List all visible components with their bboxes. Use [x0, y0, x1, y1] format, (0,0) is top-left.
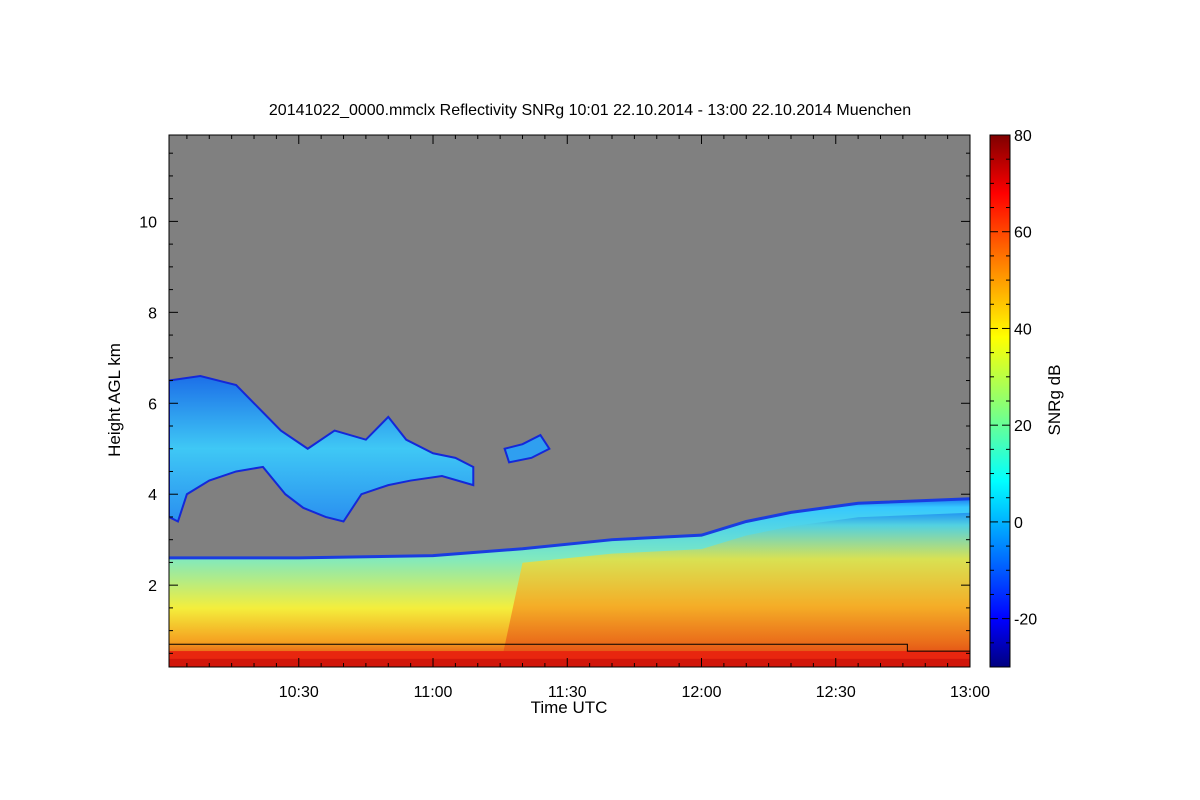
colorbar-tick-label: 60 — [1014, 225, 1032, 242]
cloud-fragment — [503, 433, 551, 464]
heatmap-features — [169, 374, 970, 667]
y-tick-label: 4 — [148, 487, 157, 504]
y-tick-label: 6 — [148, 396, 157, 413]
y-tick-label: 10 — [139, 214, 157, 231]
colorbar-tick-label: 20 — [1014, 418, 1032, 435]
colorbar-axis: -20 0 20 40 60 80 — [990, 128, 1037, 668]
y-tick-label: 8 — [148, 305, 157, 322]
y-axis: 2 4 6 8 10 — [139, 152, 970, 654]
chart-title: 20141022_0000.mmclx Reflectivity SNRg 10… — [269, 102, 911, 119]
x-tick-label: 12:00 — [681, 684, 721, 701]
y-tick-label: 2 — [148, 578, 157, 595]
reference-line — [169, 643, 970, 652]
boundary-layer-strong-echo — [500, 512, 970, 667]
y-axis-label: Height AGL km — [105, 343, 124, 457]
colorbar-tick-label: 80 — [1014, 128, 1032, 145]
boundary-layer-top-edge — [169, 497, 970, 560]
colorbar-tick-label: 0 — [1014, 515, 1023, 532]
x-tick-label: 13:00 — [950, 684, 990, 701]
elevated-cloud-layer — [169, 374, 475, 523]
x-tick-label: 11:30 — [548, 684, 587, 701]
ground-clutter-core — [169, 658, 970, 667]
x-tick-label: 10:30 — [279, 684, 319, 701]
colorbar-label: SNRg dB — [1045, 365, 1064, 436]
plot-frame — [168, 134, 971, 668]
x-tick-label: 12:30 — [816, 684, 856, 701]
x-axis-label: Time UTC — [531, 698, 608, 717]
x-axis: 10:30 11:00 11:30 12:00 12:30 13:00 — [186, 135, 990, 701]
colorbar-tick-label: -20 — [1014, 612, 1037, 629]
x-tick-label: 11:00 — [414, 684, 453, 701]
colorbar-tick-label: 40 — [1014, 321, 1032, 338]
